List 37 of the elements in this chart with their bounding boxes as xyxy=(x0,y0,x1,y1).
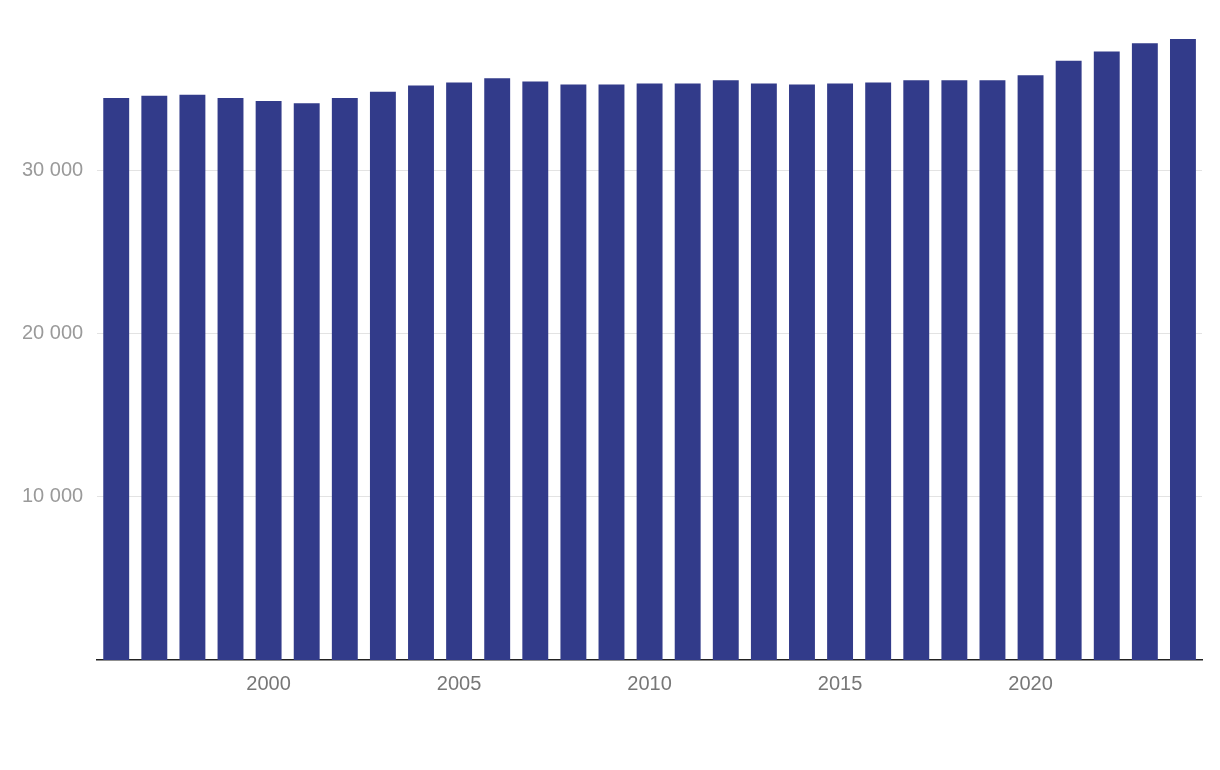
x-tick-label: 2005 xyxy=(436,671,482,694)
bar xyxy=(941,80,968,660)
bar xyxy=(369,91,396,660)
x-tick-label: 2000 xyxy=(246,671,291,694)
bar xyxy=(789,84,815,660)
bar xyxy=(865,82,892,660)
bar xyxy=(712,80,739,660)
bar xyxy=(446,82,473,660)
bar xyxy=(103,97,130,660)
bar xyxy=(217,97,244,660)
bar xyxy=(293,103,320,660)
bar xyxy=(979,80,1006,660)
x-tick-label: 2010 xyxy=(627,671,672,694)
x-tick-label: 2015 xyxy=(817,671,863,694)
bar xyxy=(636,83,663,660)
y-tick-label: 30 000 xyxy=(22,157,84,180)
bar xyxy=(903,80,930,660)
bar xyxy=(1093,51,1120,660)
bar xyxy=(331,97,358,660)
bar xyxy=(1131,43,1158,660)
bar xyxy=(1017,75,1044,660)
bar xyxy=(750,83,777,660)
x-tick-label: 2020 xyxy=(1008,671,1053,694)
bar xyxy=(484,78,511,660)
bar xyxy=(255,101,282,660)
y-tick-label: 20 000 xyxy=(22,321,84,344)
bar xyxy=(1055,60,1082,660)
bar xyxy=(408,85,434,660)
bar xyxy=(827,83,854,660)
bar xyxy=(522,81,549,660)
bar xyxy=(179,94,206,660)
bar xyxy=(560,84,587,660)
y-tick-label: 10 000 xyxy=(22,484,84,507)
bar xyxy=(598,84,625,660)
bar xyxy=(674,83,701,660)
bar xyxy=(1170,38,1196,660)
bar xyxy=(141,95,168,660)
